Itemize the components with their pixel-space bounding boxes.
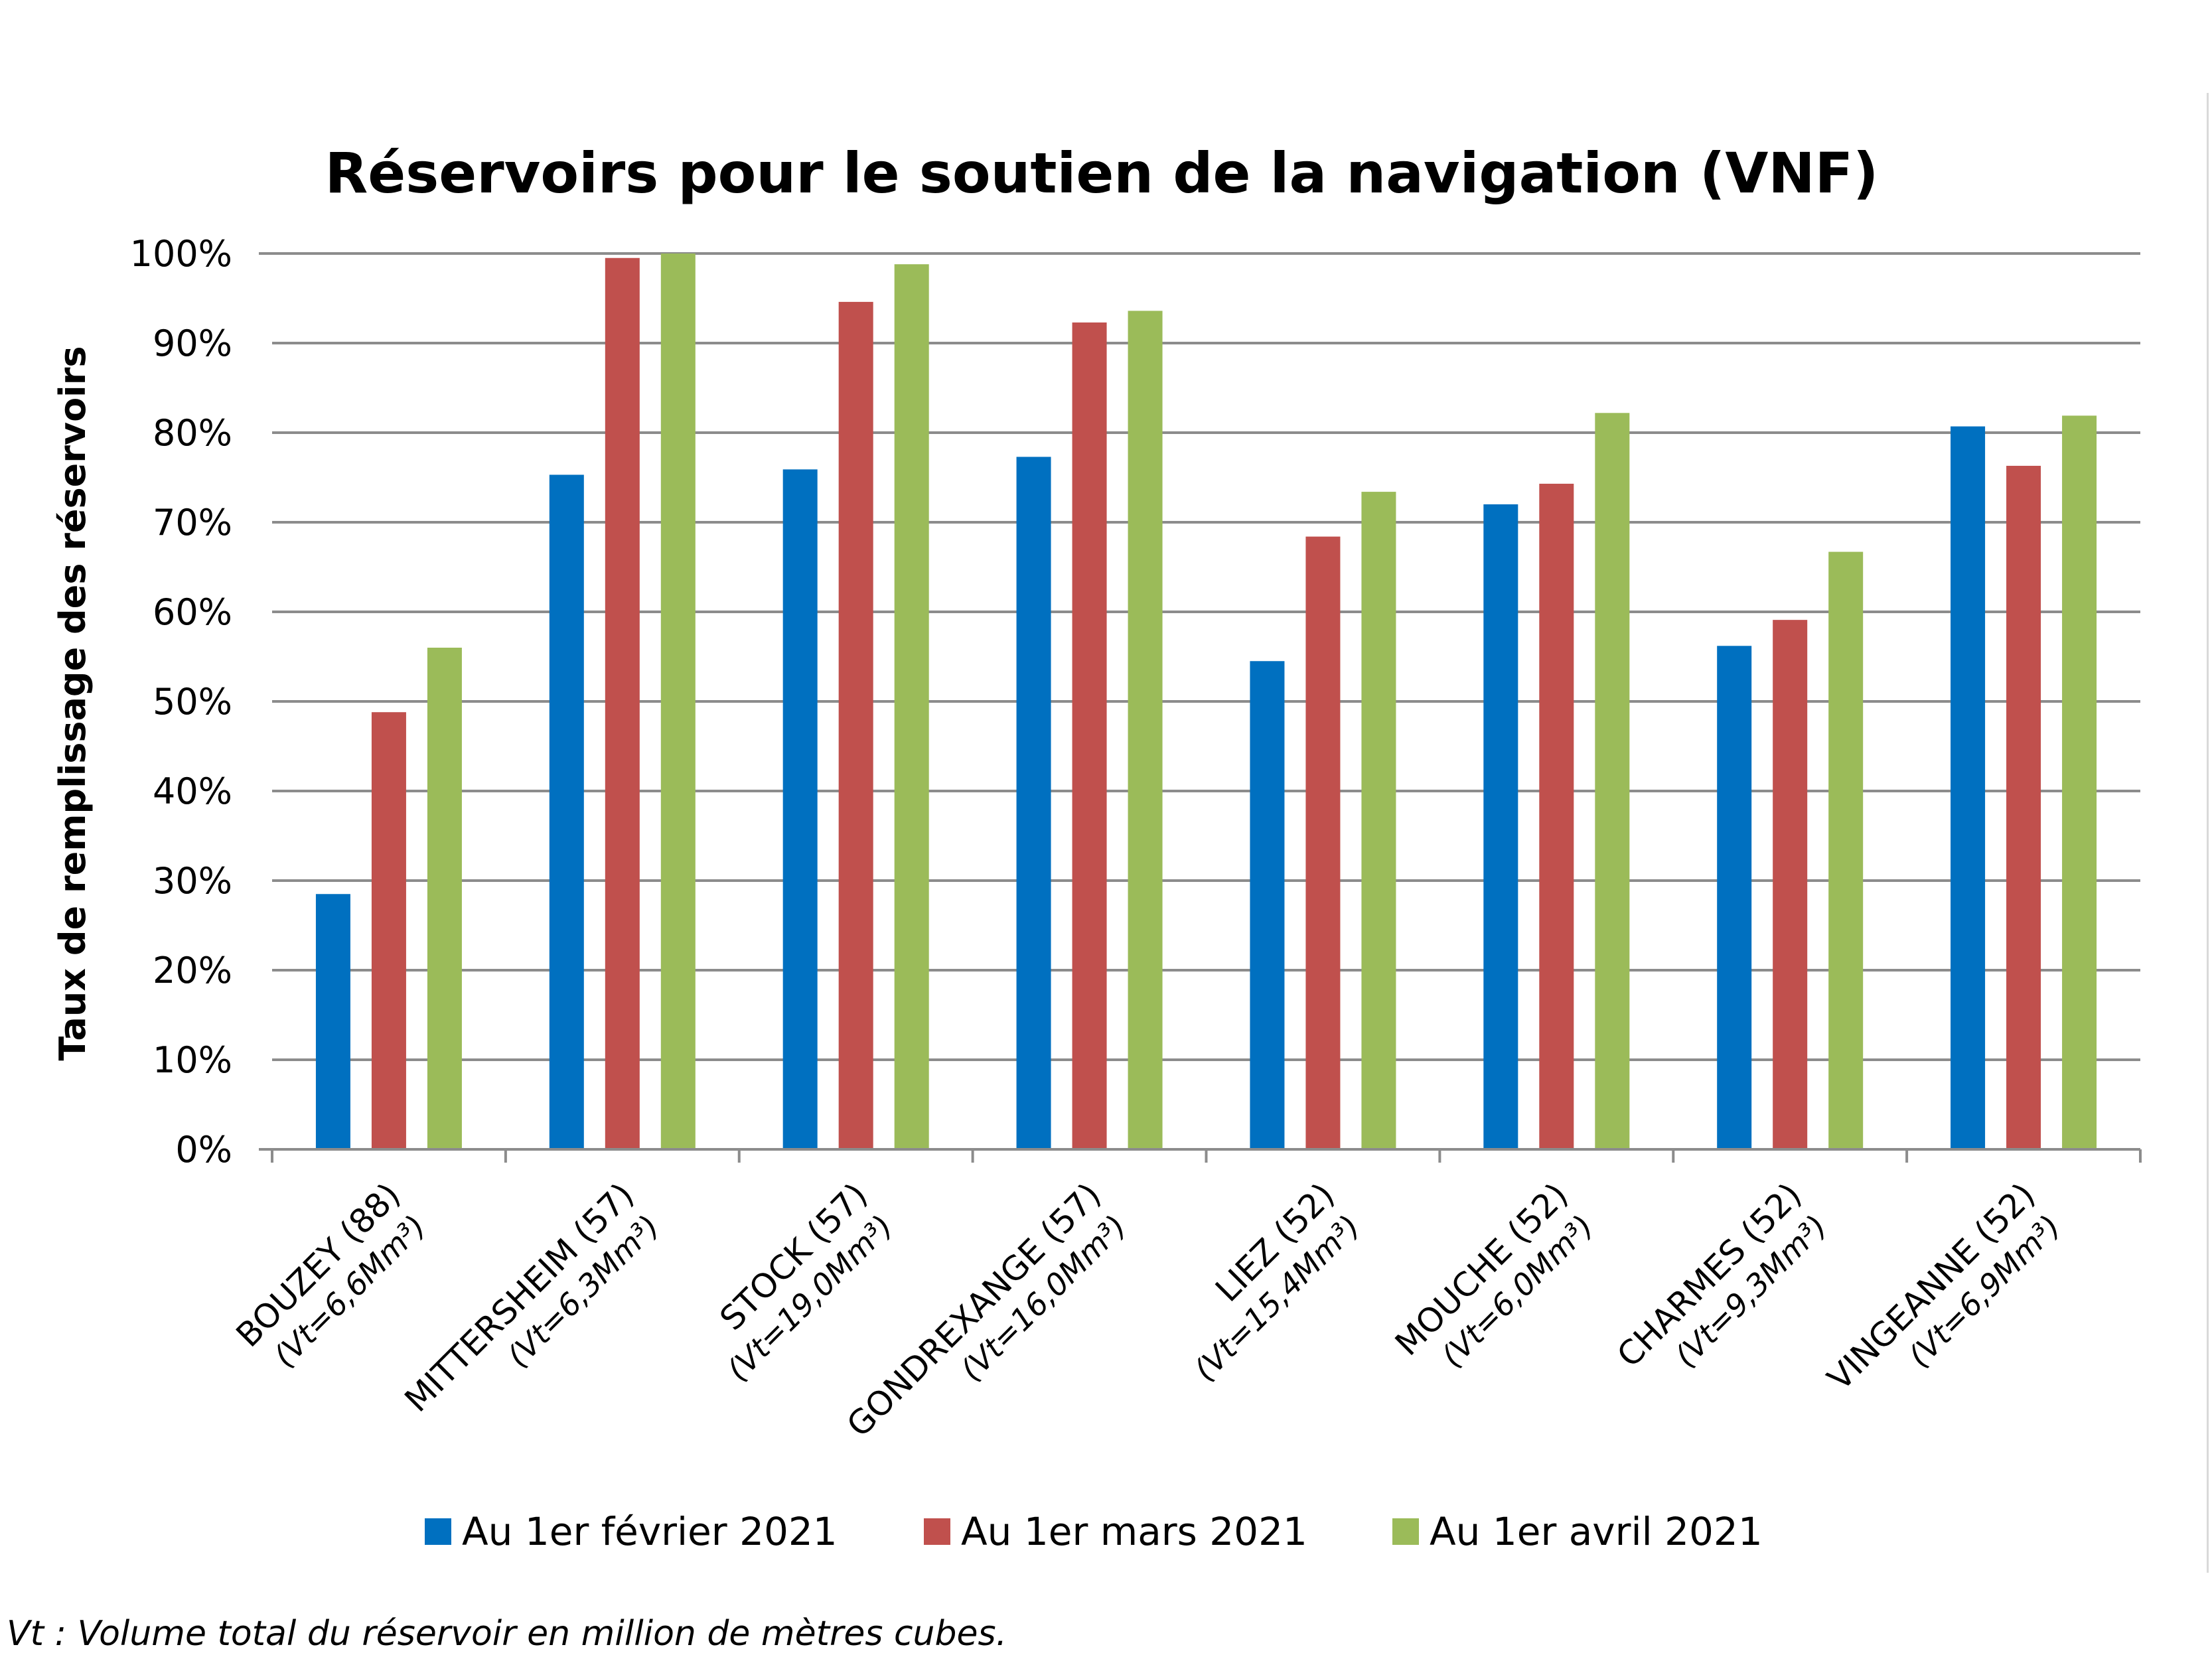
chart-title: Réservoirs pour le soutien de la navigat… — [325, 141, 1879, 206]
bar-5-series-0 — [1483, 504, 1518, 1149]
legend-label: Au 1er mars 2021 — [961, 1509, 1307, 1554]
x-tick-label-group: STOCK (57)(Vt=19,0Mm³) — [713, 1175, 900, 1388]
y-tick-label: 60% — [153, 591, 232, 633]
y-tick-label: 90% — [153, 323, 232, 364]
y-tick-label: 20% — [153, 950, 232, 991]
bar-6-series-0 — [1717, 646, 1752, 1149]
bar-2-series-2 — [894, 264, 929, 1150]
y-tick-label: 100% — [130, 233, 232, 275]
bar-1-series-1 — [605, 257, 640, 1149]
y-tick-labels: 0% 10% 20% 30% 40% 50% 60% 70% 80% 90% 100% — [130, 233, 232, 1171]
legend-label: Au 1er avril 2021 — [1430, 1509, 1763, 1554]
x-tick-labels: BOUZEY (88)(Vt=6,6Mm³)MITTERSHEIM (57)(V… — [229, 1175, 2068, 1444]
bar-0-series-2 — [427, 648, 462, 1149]
x-tick-label-group: LIEZ (52)(Vt=15,4Mm³) — [1187, 1175, 1366, 1388]
legend: Au 1er février 2021 Au 1er mars 2021 Au 1e… — [425, 1509, 1763, 1554]
chart-frame-edge — [2207, 93, 2209, 1573]
legend-swatch — [425, 1518, 451, 1545]
y-tick-label: 40% — [153, 770, 232, 812]
y-tick-label: 50% — [153, 681, 232, 723]
bar-5-series-2 — [1595, 413, 1630, 1149]
bar-4-series-2 — [1361, 492, 1396, 1149]
y-tick-label: 10% — [153, 1039, 232, 1081]
bar-4-series-0 — [1250, 661, 1285, 1149]
bar-6-series-2 — [1828, 551, 1864, 1149]
bar-0-series-1 — [371, 712, 406, 1149]
bar-3-series-2 — [1128, 311, 1163, 1149]
bar-2-series-1 — [838, 301, 873, 1149]
bar-7-series-2 — [2062, 415, 2097, 1149]
x-tick-label: MITTERSHEIM (57) — [398, 1175, 642, 1419]
x-tick-label-group: MITTERSHEIM (57)(Vt=6,3Mm³) — [398, 1175, 666, 1419]
bar-2-series-0 — [782, 469, 818, 1149]
legend-label: Au 1er février 2021 — [462, 1509, 838, 1554]
y-tick-label: 80% — [153, 412, 232, 454]
bar-5-series-1 — [1539, 483, 1574, 1149]
bars — [315, 253, 2097, 1150]
bar-0-series-0 — [315, 894, 350, 1149]
legend-swatch — [1392, 1518, 1419, 1545]
bar-6-series-1 — [1773, 620, 1808, 1149]
bar-4-series-1 — [1305, 536, 1341, 1149]
bar-7-series-1 — [2006, 465, 2041, 1150]
y-tick-label: 0% — [175, 1129, 232, 1171]
footnote: Vt : Volume total du réservoir en millio… — [7, 1614, 1007, 1654]
bar-1-series-2 — [660, 253, 696, 1149]
bar-3-series-1 — [1072, 322, 1107, 1150]
x-axis — [259, 252, 2142, 1163]
x-tick-label-group: MOUCHE (52)(Vt=6,0Mm³) — [1388, 1175, 1600, 1374]
bar-1-series-0 — [549, 474, 584, 1149]
bar-3-series-0 — [1016, 457, 1051, 1150]
x-tick-label-group: BOUZEY (88)(Vt=6,6Mm³) — [229, 1175, 433, 1374]
y-axis-label: Taux de remplissage des réservoirs — [52, 346, 94, 1061]
y-tick-label: 30% — [153, 860, 232, 902]
legend-swatch — [924, 1518, 950, 1545]
x-tick-label-group: CHARMES (52)(Vt=9,3Mm³) — [1610, 1175, 1834, 1374]
y-tick-label: 70% — [153, 502, 232, 543]
x-tick-label-group: VINGEANNE (52)(Vt=6,9Mm³) — [1820, 1175, 2068, 1398]
bar-7-series-0 — [1951, 426, 1986, 1149]
